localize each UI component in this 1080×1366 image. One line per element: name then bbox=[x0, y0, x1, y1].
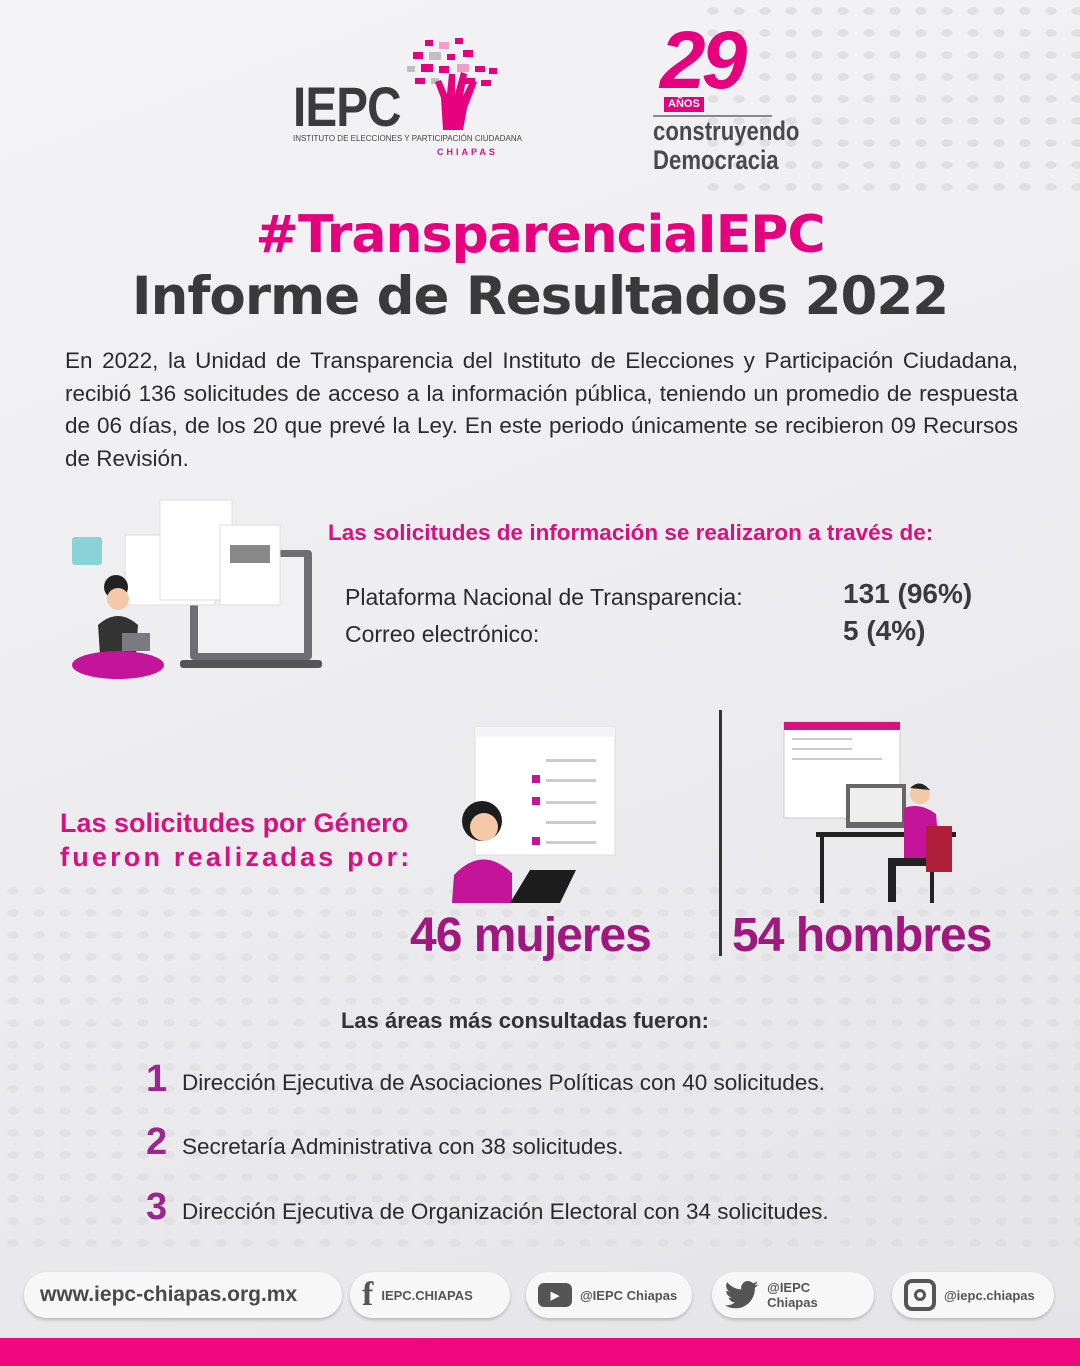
areas-heading: Las áreas más consultadas fueron: bbox=[340, 1008, 710, 1033]
background-pattern bbox=[700, 0, 1080, 200]
slogan-line2: Democracia bbox=[653, 145, 779, 175]
twitter-handle: @IEPC Chiapas bbox=[767, 1280, 818, 1310]
facebook-handle: IEPC.CHIAPAS bbox=[381, 1287, 473, 1303]
men-count: 54 hombres bbox=[732, 909, 992, 962]
iepc-hand-logo-icon bbox=[407, 38, 497, 130]
gender-heading-line2: fueron realizadas por: bbox=[60, 842, 413, 872]
channel-label: Plataforma Nacional de Transparencia: bbox=[345, 584, 743, 610]
woman-email-illustration bbox=[452, 726, 616, 903]
channel-value: 5 (4%) bbox=[843, 615, 926, 646]
twitter-icon bbox=[724, 1281, 759, 1309]
footer-bar bbox=[0, 1338, 1080, 1366]
women-count: 46 mujeres bbox=[410, 909, 652, 962]
facebook-link[interactable]: f IEPC.CHIAPAS bbox=[350, 1272, 510, 1318]
page-title: Informe de Resultados 2022 bbox=[131, 266, 949, 327]
intro-paragraph: En 2022, la Unidad de Transparencia del … bbox=[65, 348, 1018, 471]
iepc-logo-text: IEPC bbox=[293, 75, 402, 138]
channel-label: Correo electrónico: bbox=[345, 621, 540, 647]
channel-value: 131 (96%) bbox=[843, 578, 973, 609]
website-link[interactable]: www.iepc-chiapas.org.mx bbox=[24, 1272, 342, 1318]
youtube-handle: @IEPC Chiapas bbox=[580, 1287, 678, 1303]
anniversary-slogan: construyendo Democracia bbox=[653, 115, 800, 175]
website-text: www.iepc-chiapas.org.mx bbox=[40, 1283, 298, 1306]
instagram-link[interactable]: @iepc.chiapas bbox=[892, 1272, 1054, 1318]
rank-number: 1 bbox=[146, 1058, 168, 1100]
instagram-icon bbox=[904, 1279, 936, 1311]
anniversary-number: 29 bbox=[660, 15, 747, 106]
rank-number: 2 bbox=[146, 1121, 168, 1163]
hashtag-title: #TransparenciaIEPC bbox=[255, 205, 825, 265]
background-pattern bbox=[0, 880, 1080, 1260]
youtube-icon: ▶ bbox=[538, 1283, 572, 1307]
youtube-link[interactable]: ▶ @IEPC Chiapas bbox=[526, 1272, 692, 1318]
iepc-logo-state: CHIAPAS bbox=[437, 147, 498, 157]
gender-divider bbox=[719, 710, 722, 956]
area-item: Dirección Ejecutiva de Organización Elec… bbox=[182, 1199, 829, 1224]
facebook-icon: f bbox=[362, 1276, 374, 1313]
gender-heading: Las solicitudes por Género fueron realiz… bbox=[60, 806, 412, 874]
area-item: Dirección Ejecutiva de Asociaciones Polí… bbox=[182, 1070, 825, 1095]
twitter-link[interactable]: @IEPC Chiapas bbox=[712, 1272, 874, 1318]
channels-heading: Las solicitudes de información se realiz… bbox=[328, 520, 934, 545]
iepc-logo-subtitle: INSTITUTO DE ELECCIONES Y PARTICIPACIÓN … bbox=[293, 134, 522, 143]
rank-number: 3 bbox=[146, 1186, 168, 1228]
anniversary-label: AÑOS bbox=[664, 97, 704, 112]
instagram-handle: @iepc.chiapas bbox=[944, 1287, 1035, 1303]
woman-laptop-documents-illustration bbox=[72, 499, 322, 679]
area-item: Secretaría Administrativa con 38 solicit… bbox=[182, 1134, 624, 1159]
gender-heading-line1: Las solicitudes por Género bbox=[60, 808, 409, 838]
man-computer-illustration bbox=[783, 721, 956, 903]
slogan-line1: construyendo bbox=[653, 116, 800, 146]
